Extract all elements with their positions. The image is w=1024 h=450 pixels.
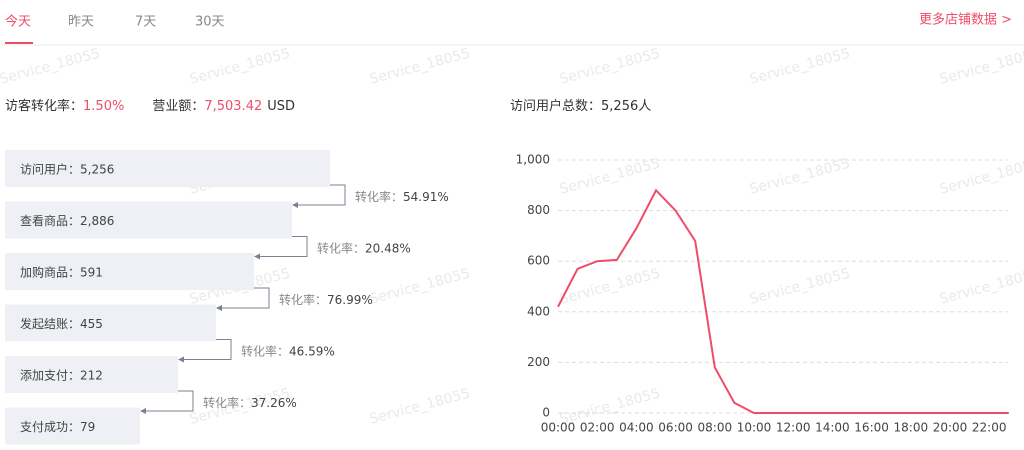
conversion-rate: 转化率：46.59% (241, 343, 335, 358)
more-link[interactable]: 更多店铺数据 > (919, 12, 1012, 28)
arrow-head (140, 408, 146, 414)
label: 转化率： (317, 240, 365, 255)
value: 76.99% (327, 293, 373, 307)
value: 20.48% (365, 241, 411, 255)
conversion-rate: 转化率：20.48% (317, 240, 411, 255)
value: 54.91% (403, 190, 449, 204)
label: 转化率： (241, 343, 289, 358)
value: 1.50% (83, 99, 124, 114)
y-tick-label: 600 (527, 254, 550, 268)
connector (298, 184, 346, 206)
x-tick-label: 04:00 (619, 421, 654, 435)
x-tick-label: 16:00 (854, 421, 889, 435)
watermark: Service_18055 (0, 46, 102, 88)
funnel-bar (5, 253, 254, 290)
funnel-bar (5, 407, 140, 445)
unit: USD (267, 99, 295, 114)
arrow-head (292, 202, 298, 208)
connector (260, 236, 308, 257)
line-series (557, 188, 1009, 414)
x-tick-label: 06:00 (658, 421, 693, 435)
funnel-step: 查看商品：2,886 (20, 213, 114, 228)
x-tick-label: 18:00 (894, 421, 929, 435)
watermark: Service_18055 (748, 156, 852, 198)
x-tick-label: 14:00 (815, 421, 850, 435)
y-tick-label: 800 (527, 203, 550, 217)
watermark: Service_18055 (368, 386, 472, 428)
label: 转化率： (279, 292, 327, 307)
label: 访客转化率： (5, 98, 83, 114)
x-tick-label: 00:00 (541, 421, 576, 435)
y-tick-label: 200 (527, 355, 550, 369)
connector (146, 390, 194, 412)
conversion-rate: 转化率：76.99% (279, 292, 373, 307)
funnel-step: 访问用户：5,256 (20, 162, 114, 177)
watermark: Service_18055 (558, 46, 662, 88)
value: 7,503.42 (204, 99, 262, 114)
arrow-head (178, 356, 184, 363)
arrow-head (254, 253, 260, 260)
tab[interactable]: 30天 (195, 15, 225, 30)
funnel-step: 添加支付：212 (20, 369, 103, 383)
funnel-step: 支付成功：79 (20, 420, 95, 434)
conversion-stat: 访客转化率：1.50% 营业额：7,503.42 USD (5, 98, 295, 114)
watermark: Service_18055 (188, 46, 292, 88)
conversion-rate: 转化率：54.91% (355, 189, 449, 204)
value: 5,256人 (601, 99, 651, 114)
connector (184, 339, 232, 360)
y-tick-label: 1,000 (516, 153, 550, 167)
funnel-step: 发起结账：455 (20, 316, 103, 331)
conversion-rate: 转化率：37.26% (203, 395, 297, 410)
label: 转化率： (203, 395, 251, 410)
watermark: Service_18055 (368, 46, 472, 88)
x-tick-label: 22:00 (972, 421, 1007, 435)
funnel-bar (5, 150, 330, 187)
watermark: Service_18055 (368, 266, 472, 308)
visitors-stat: 访问用户总数：5,256人 (510, 98, 651, 114)
tab-bar: 今天 昨天 7天 30天 更多店铺数据 > (0, 12, 1024, 46)
watermark: Service_18055 (938, 46, 1024, 88)
x-tick-label: 02:00 (580, 421, 615, 435)
funnel-step: 加购商品：591 (20, 265, 103, 280)
y-tick-label: 0 (542, 406, 550, 420)
x-tick-label: 10:00 (737, 421, 772, 435)
label: 营业额： (152, 99, 204, 114)
x-tick-label: 12:00 (776, 421, 811, 435)
watermark: Service_18055 (748, 266, 852, 308)
x-tick-label: 20:00 (933, 421, 968, 435)
tab[interactable]: 7天 (135, 15, 156, 30)
watermark: Service_18055 (938, 266, 1024, 308)
y-tick-label: 400 (527, 304, 550, 318)
watermark: Service_18055 (558, 266, 662, 308)
watermark: Service_18055 (938, 156, 1024, 198)
tab-underline (5, 42, 33, 44)
arrow-head (216, 305, 222, 311)
value: 37.26% (251, 396, 297, 410)
watermark: Service_18055 (748, 46, 852, 88)
value: 46.59% (289, 344, 335, 358)
x-tick-label: 08:00 (698, 421, 733, 435)
label: 访问用户总数： (510, 98, 601, 114)
funnel-bar (5, 201, 292, 239)
funnel-bar (5, 356, 178, 393)
tab[interactable]: 昨天 (68, 15, 94, 30)
label: 转化率： (355, 189, 403, 204)
connector (222, 287, 270, 309)
tab[interactable]: 今天 (5, 14, 31, 30)
funnel-bar (5, 304, 216, 342)
watermark: Service_18055 (558, 156, 662, 198)
